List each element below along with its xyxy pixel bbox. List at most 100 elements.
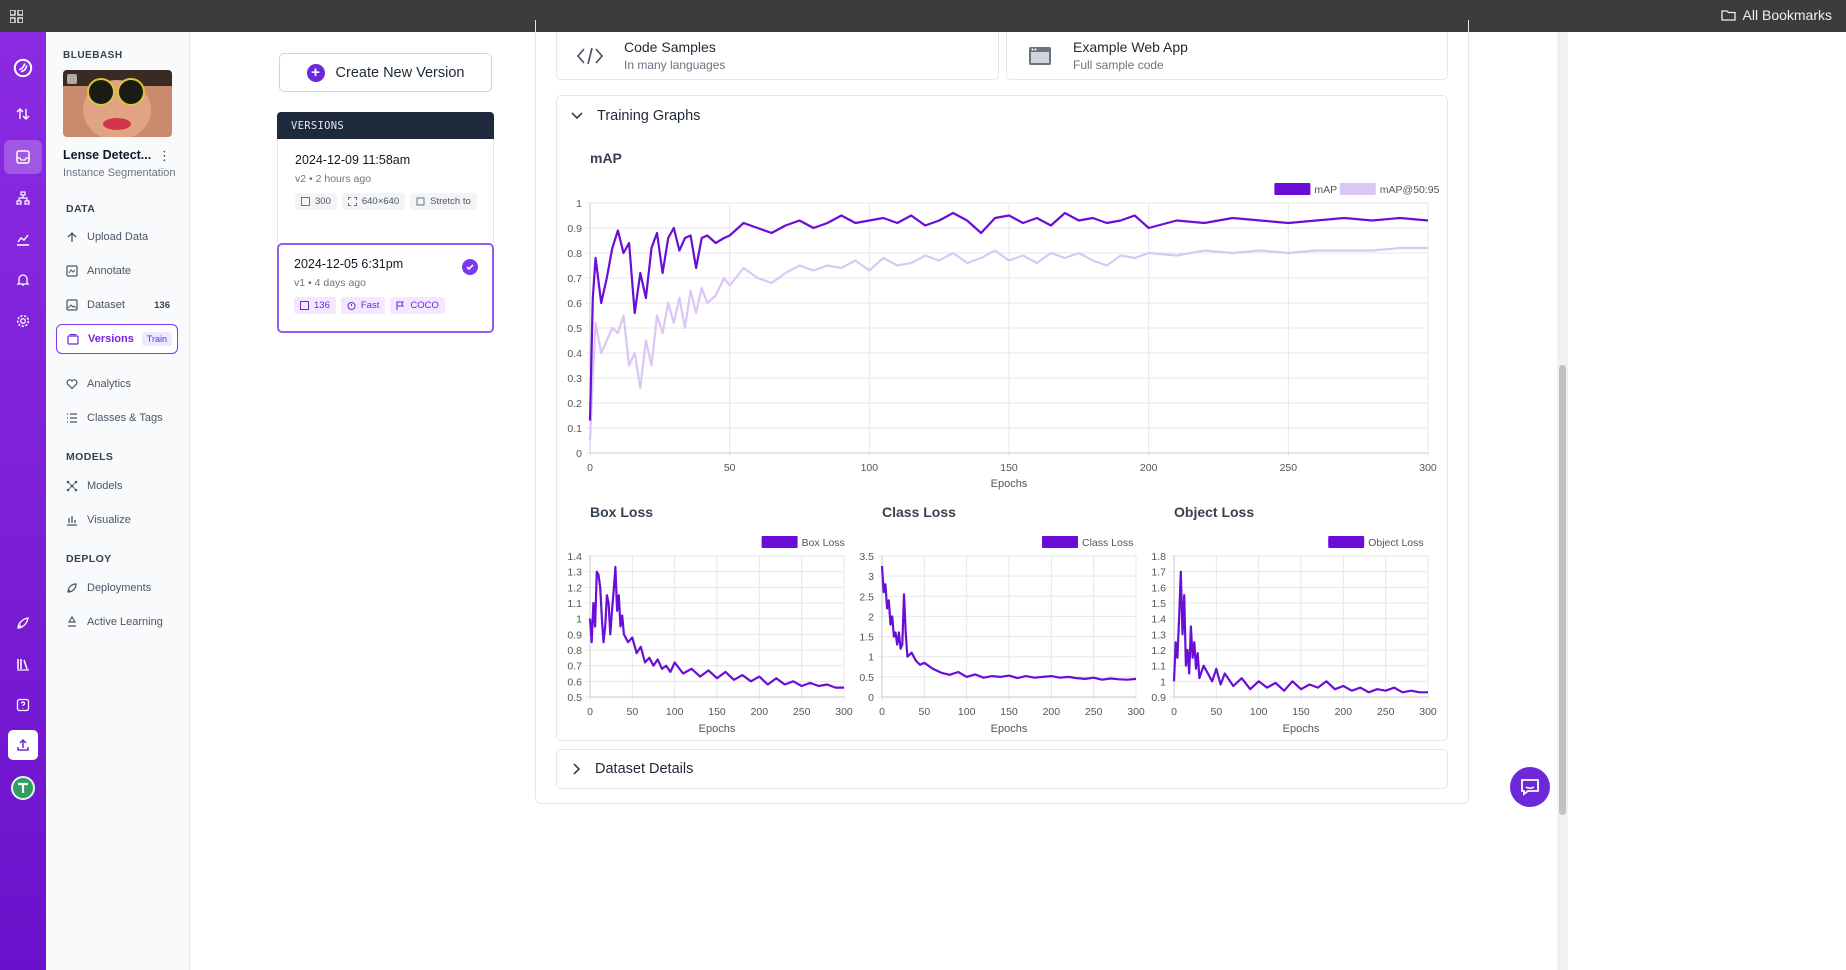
sidebar-item-deployments[interactable]: Deployments [56,573,178,603]
class-loss-chart-title: Class Loss [882,504,956,520]
x-tick-label: 250 [793,706,811,718]
versions-header: VERSIONS [277,112,494,139]
y-tick-label: 0.5 [567,323,582,335]
chevron-down-icon [571,112,583,120]
bell-icon[interactable] [13,270,33,290]
recycle-icon [67,616,77,627]
versions-stack-icon [67,333,79,345]
object-loss-chart-title: Object Loss [1174,504,1255,520]
all-bookmarks-button[interactable]: All Bookmarks [1720,7,1832,23]
help-icon[interactable] [13,695,33,715]
version-card[interactable]: 2024-12-09 11:58am v2 • 2 hours ago 300 … [277,139,494,243]
dataset-count-badge: 136 [154,299,170,311]
user-avatar[interactable] [11,776,35,800]
project-thumbnail[interactable] [63,70,172,137]
sidebar-item-label: Models [87,480,123,492]
version-meta: v1 • 4 days ago [294,277,366,289]
y-tick-label: 0.6 [567,676,582,688]
x-tick-label: 100 [1250,706,1268,718]
project-thumbnail-image [63,70,172,137]
network-nodes-icon [66,480,78,492]
y-tick-label: 0.7 [567,661,582,673]
code-samples-card[interactable]: Code Samples In many languages [556,32,999,80]
x-tick-label: 250 [1085,706,1103,718]
image-count: 136 [314,300,330,311]
y-tick-label: 1.1 [1151,661,1166,673]
training-graphs-toggle[interactable]: Training Graphs [571,108,700,124]
x-tick-label: 300 [1419,706,1437,718]
y-tick-label: 2 [868,611,874,623]
logo-icon[interactable] [13,58,33,78]
project-type: Instance Segmentation [63,167,176,179]
sidebar-item-visualize[interactable]: Visualize [56,505,178,535]
example-web-app-subtitle: Full sample code [1073,58,1164,72]
sidebar-item-analytics[interactable]: Analytics [56,369,178,399]
inbox-icon[interactable] [13,147,33,167]
browser-bookmarks-bar: All Bookmarks [0,0,1846,32]
code-samples-subtitle: In many languages [624,58,726,72]
legend-label: mAP [1314,184,1337,196]
x-tick-label: 50 [724,462,736,474]
all-bookmarks-label: All Bookmarks [1742,7,1832,23]
series-line-box-loss [588,565,844,689]
x-tick-label: 300 [1127,706,1145,718]
y-tick-label: 1.5 [1151,598,1166,610]
dataset-details-title: Dataset Details [595,761,694,777]
y-tick-label: 1 [868,652,874,664]
y-tick-label: 0.1 [567,423,582,435]
training-graphs-title: Training Graphs [597,108,701,124]
sidebar-item-label: Versions [88,333,134,345]
stopwatch-icon [347,302,356,310]
image-icon [300,301,309,310]
project-more-menu-icon[interactable]: ⋮ [158,148,171,163]
y-tick-label: 1.8 [1151,551,1166,563]
object-loss-chart: 0.9 1 1.1 1.2 1.3 1.4 1.5 1.6 1.7 1.8 0 50 100 150 200… [1151,536,1437,735]
x-axis-label: Epochs [991,478,1028,490]
sidebar-item-annotate[interactable]: Annotate [56,256,178,286]
y-tick-label: 3.5 [859,551,874,563]
line-chart-icon[interactable] [13,229,33,249]
sidebar-item-label: Upload Data [87,231,149,243]
x-tick-label: 300 [835,706,853,718]
y-tick-label: 0.5 [859,672,874,684]
apps-grid-icon[interactable] [10,10,23,23]
version-card-selected[interactable]: 2024-12-05 6:31pm v1 • 4 days ago 136 Fa… [277,243,494,333]
y-tick-label: 3 [868,571,874,583]
page-scrollbar-thumb[interactable] [1559,365,1566,815]
sidebar-item-active-learning[interactable]: Active Learning [56,607,178,637]
section-deploy-title: DEPLOY [66,553,112,565]
library-books-icon[interactable] [13,654,33,674]
sidebar-item-classes-tags[interactable]: Classes & Tags [56,403,178,433]
image-icon [301,197,310,206]
project-name[interactable]: Lense Detect... [63,148,152,162]
x-tick-label: 50 [1210,706,1222,718]
sidebar-item-label: Classes & Tags [87,412,163,424]
y-tick-label: 0.9 [567,223,582,235]
upload-button[interactable] [8,730,38,760]
y-tick-label: 0.9 [1151,692,1166,704]
example-web-app-card[interactable]: Example Web App Full sample code [1006,32,1448,80]
x-tick-label: 0 [587,462,593,474]
create-new-version-label: Create New Version [335,64,465,81]
create-new-version-button[interactable]: + Create New Version [279,53,492,92]
browser-window-icon [1029,46,1051,65]
x-tick-label: 0 [1171,706,1177,718]
settings-gear-icon[interactable] [13,311,33,331]
image-count: 300 [315,196,331,207]
hierarchy-icon[interactable] [13,188,33,208]
legend-swatch [1328,536,1365,548]
image-count-chip: 136 [294,297,336,314]
sidebar-item-upload-data[interactable]: Upload Data [56,222,178,252]
sidebar-item-dataset[interactable]: Dataset 136 [56,290,178,320]
sidebar-item-versions[interactable]: Versions Train [56,324,178,354]
image-size: 640×640 [361,196,400,207]
y-tick-label: 1.7 [1151,567,1166,579]
rocket-icon[interactable] [13,613,33,633]
train-badge: Train [141,332,173,346]
x-tick-label: 200 [751,706,769,718]
sidebar-item-models[interactable]: Models [56,471,178,501]
x-tick-label: 50 [918,706,930,718]
support-chat-button[interactable] [1510,767,1550,807]
dataset-details-toggle[interactable]: Dataset Details [556,749,1448,789]
sort-arrows-icon[interactable] [13,104,33,124]
